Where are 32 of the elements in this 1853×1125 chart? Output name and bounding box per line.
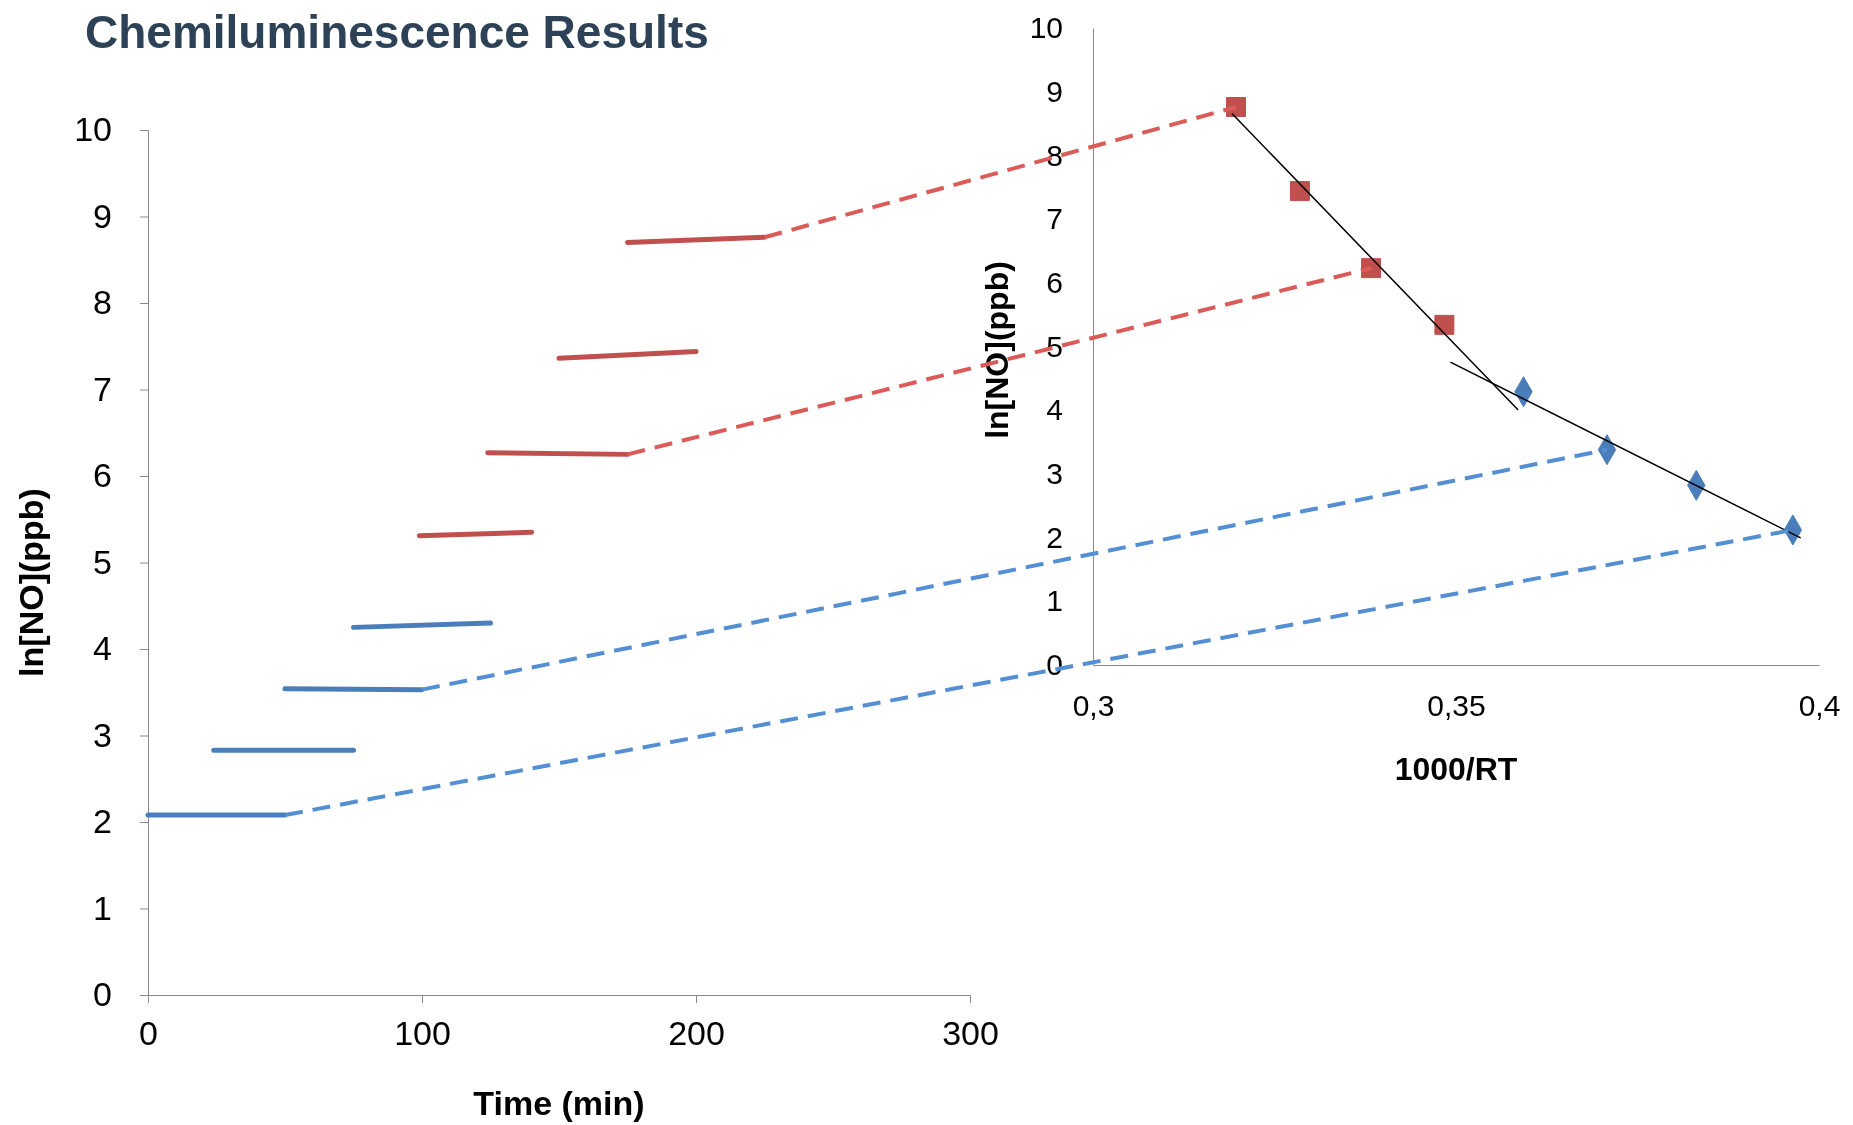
y-tick-label: 4 bbox=[93, 629, 112, 668]
y-axis-title: ln[NO](ppb) bbox=[979, 261, 1015, 439]
x-axis-title: Time (min) bbox=[473, 1084, 645, 1122]
y-tick-label: 5 bbox=[1046, 329, 1063, 363]
x-tick-label: 0,4 bbox=[1798, 689, 1841, 723]
x-tick-label: 0 bbox=[139, 1014, 158, 1053]
y-tick-label: 7 bbox=[93, 369, 112, 408]
x-tick-label: 300 bbox=[942, 1014, 999, 1053]
x-tick-label: 200 bbox=[668, 1014, 725, 1053]
x-axis-title: 1000/RT bbox=[1394, 751, 1518, 787]
y-tick-label: 6 bbox=[1046, 265, 1063, 299]
y-tick-label: 2 bbox=[93, 802, 112, 841]
y-axis-title: ln[NO](ppb) bbox=[12, 488, 50, 677]
x-tick-label: 0,35 bbox=[1427, 689, 1486, 723]
y-tick-label: 5 bbox=[93, 542, 112, 581]
chart-title: Chemiluminescence Results bbox=[85, 6, 709, 58]
y-tick-label: 8 bbox=[93, 283, 112, 322]
y-tick-label: 4 bbox=[1046, 393, 1063, 427]
y-tick-label: 9 bbox=[1046, 74, 1063, 108]
y-tick-label: 10 bbox=[1029, 11, 1063, 45]
y-tick-label: 7 bbox=[1046, 202, 1063, 236]
x-tick-label: 0,3 bbox=[1072, 689, 1115, 723]
y-tick-label: 2 bbox=[1046, 520, 1063, 554]
y-tick-label: 6 bbox=[93, 456, 112, 495]
y-tick-label: 1 bbox=[1046, 584, 1063, 618]
y-tick-label: 0 bbox=[93, 975, 112, 1014]
x-tick-label: 100 bbox=[394, 1014, 451, 1053]
y-tick-label: 1 bbox=[93, 888, 112, 927]
y-tick-label: 3 bbox=[93, 715, 112, 754]
y-tick-label: 10 bbox=[74, 110, 112, 149]
y-tick-label: 9 bbox=[93, 196, 112, 235]
y-tick-label: 3 bbox=[1046, 457, 1063, 490]
